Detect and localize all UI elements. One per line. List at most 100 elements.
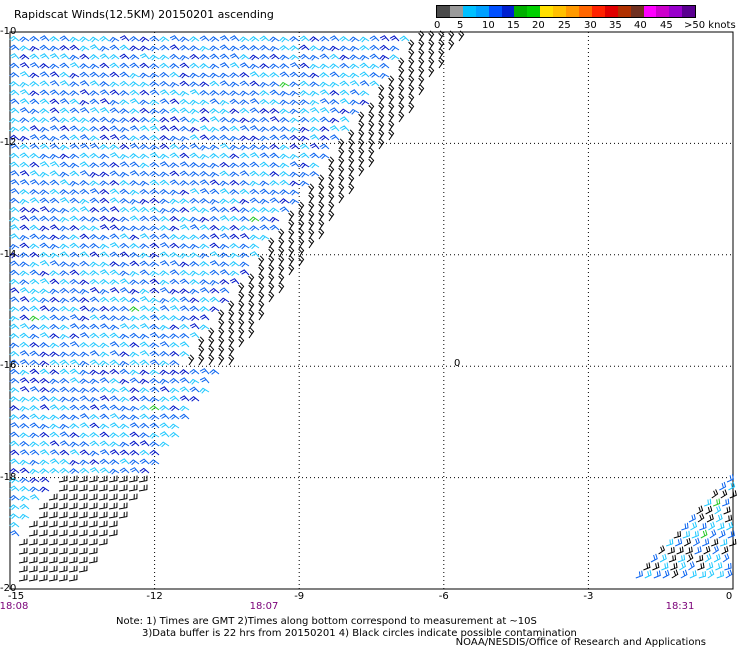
wind-barb	[19, 36, 30, 43]
wind-barb	[219, 125, 230, 132]
wind-barb	[119, 441, 130, 448]
wind-barb	[9, 188, 20, 195]
wind-barb	[159, 143, 170, 150]
wind-barb	[68, 538, 78, 546]
wind-barb	[119, 197, 130, 204]
wind-barb	[18, 565, 28, 573]
colorbar-segment	[630, 6, 644, 17]
wind-barb	[189, 279, 200, 285]
wind-barb	[189, 99, 200, 106]
wind-barb	[279, 206, 290, 213]
wind-barb	[69, 432, 80, 438]
wind-barb	[299, 116, 310, 123]
wind-barb	[239, 152, 250, 159]
wind-barb	[39, 305, 50, 312]
wind-barb	[189, 243, 200, 250]
wind-barb	[88, 475, 98, 483]
wind-barb	[219, 225, 230, 232]
wind-barb	[670, 562, 678, 571]
wind-barb	[19, 62, 30, 69]
wind-barb	[199, 144, 210, 151]
wind-barb	[99, 386, 110, 393]
wind-barb	[99, 342, 110, 349]
wind-barb	[328, 156, 335, 168]
wind-barb	[89, 107, 100, 114]
wind-barb	[229, 98, 240, 105]
wind-barb	[39, 63, 50, 69]
wind-barb	[199, 368, 210, 375]
wind-barb	[139, 323, 150, 330]
wind-barb	[349, 63, 360, 70]
wind-barb	[9, 449, 20, 456]
wind-barb	[39, 297, 50, 304]
wind-barb	[662, 569, 670, 579]
wind-barb	[199, 81, 210, 88]
wind-barb	[159, 153, 170, 160]
wind-barb	[109, 125, 120, 132]
wind-barb	[9, 179, 20, 186]
colorbar-segment	[643, 6, 657, 17]
wind-barb	[68, 529, 78, 537]
wind-barb	[49, 333, 60, 339]
wind-barb	[229, 224, 240, 231]
wind-barb	[688, 513, 696, 523]
wind-barb	[119, 143, 130, 150]
wind-barb	[9, 414, 20, 420]
wind-barb	[339, 89, 350, 96]
wind-barb	[725, 569, 733, 579]
wind-barb	[729, 538, 737, 547]
wind-barb	[79, 134, 90, 141]
wind-barb	[129, 198, 140, 205]
wind-barb	[666, 538, 674, 547]
wind-barb	[29, 170, 40, 177]
wind-barb	[109, 449, 120, 456]
wind-barb	[139, 341, 150, 348]
wind-barb	[9, 252, 20, 259]
wind-barb	[69, 459, 80, 466]
wind-barb	[179, 377, 190, 384]
wind-barb	[109, 242, 120, 249]
wind-barb	[388, 84, 395, 96]
wind-barb	[328, 201, 335, 213]
colorbar-segment	[488, 6, 502, 17]
wind-barb	[249, 188, 260, 195]
wind-barb	[219, 44, 230, 51]
wind-barb	[378, 93, 385, 105]
wind-barb	[239, 36, 250, 43]
wind-barb	[118, 502, 128, 510]
wind-barb	[199, 153, 210, 160]
map-title: Rapidscat Winds(12.5KM) 20150201 ascendi…	[14, 8, 274, 21]
wind-barb	[159, 333, 170, 340]
wind-barb	[159, 314, 170, 321]
wind-barb	[199, 279, 210, 285]
wind-barb	[89, 404, 100, 411]
wind-barb	[239, 135, 250, 142]
wind-barb	[98, 484, 108, 492]
wind-barb	[109, 332, 120, 339]
wind-barb	[129, 72, 140, 79]
wind-barb	[169, 350, 180, 357]
wind-barb	[69, 134, 80, 141]
wind-barb	[19, 188, 30, 195]
wind-barb	[378, 111, 385, 123]
wind-barb	[448, 39, 455, 51]
wind-barb	[109, 197, 120, 204]
wind-barb	[29, 189, 40, 195]
wind-barb	[29, 396, 40, 403]
wind-barb	[653, 570, 661, 579]
wind-barb	[268, 282, 275, 294]
wind-barb	[9, 98, 20, 105]
wind-barb	[59, 396, 70, 403]
wind-barb	[109, 395, 120, 402]
wind-barb	[218, 354, 225, 366]
wind-barb	[99, 251, 110, 258]
wind-barb	[661, 562, 669, 571]
wind-barb	[249, 135, 260, 142]
wind-barb	[89, 71, 100, 78]
wind-barb	[59, 90, 70, 96]
wind-barb	[349, 99, 360, 106]
wind-barb	[109, 269, 120, 276]
wind-barb	[109, 152, 120, 159]
wind-barb	[109, 81, 120, 88]
wind-barb	[219, 143, 230, 150]
